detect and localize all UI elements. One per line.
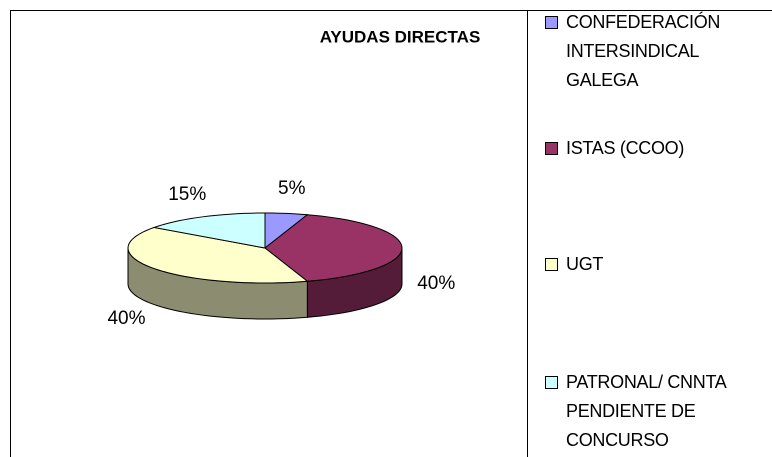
legend-item: UGT (545, 250, 740, 279)
legend-item: PATRONAL/ CNNTA PENDIENTE DE CONCURSO (545, 368, 740, 455)
legend-item: CONFEDERACIÓN INTERSINDICAL GALEGA (545, 8, 740, 95)
legend-swatch (545, 376, 558, 389)
data-label: 40% (107, 308, 145, 329)
pie-slice (264, 214, 403, 282)
legend-label: PATRONAL/ CNNTA PENDIENTE DE CONCURSO (566, 372, 726, 450)
pie-slice (127, 226, 309, 284)
data-label: 40% (417, 273, 455, 294)
legend-label: ISTAS (CCOO) (566, 138, 685, 158)
legend-swatch (545, 142, 558, 155)
legend-swatch (545, 16, 558, 29)
legend-label: CONFEDERACIÓN INTERSINDICAL GALEGA (566, 12, 721, 90)
chart-title: AYUDAS DIRECTAS (320, 27, 481, 46)
legend-swatch (545, 258, 558, 271)
legend-item: ISTAS (CCOO) (545, 134, 740, 163)
data-label: 5% (278, 178, 306, 199)
pie-slice (152, 212, 266, 249)
legend-label: UGT (566, 254, 604, 274)
data-label: 15% (168, 184, 206, 205)
